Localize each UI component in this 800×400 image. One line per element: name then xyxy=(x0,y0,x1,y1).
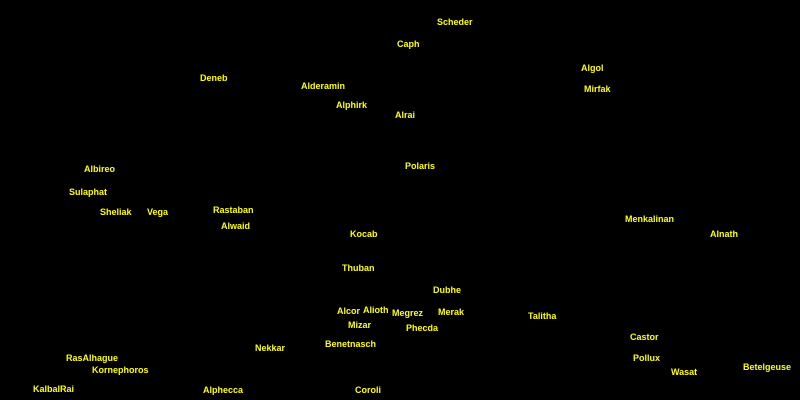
star-label-caph[interactable]: Caph xyxy=(397,39,420,49)
star-label-mizar[interactable]: Mizar xyxy=(348,320,372,330)
star-label-alioth[interactable]: Alioth xyxy=(363,305,389,315)
star-label-deneb[interactable]: Deneb xyxy=(200,73,228,83)
star-label-alcor[interactable]: Alcor xyxy=(337,306,361,316)
star-label-kornephoros[interactable]: Kornephoros xyxy=(92,365,149,375)
star-label-sheliak[interactable]: Sheliak xyxy=(100,207,132,217)
star-label-mirfak[interactable]: Mirfak xyxy=(584,84,611,94)
star-label-albireo[interactable]: Albireo xyxy=(84,164,116,174)
star-label-rastaban[interactable]: Rastaban xyxy=(213,205,254,215)
star-label-betelgeuse[interactable]: Betelgeuse xyxy=(743,362,792,372)
star-label-benetnasch[interactable]: Benetnasch xyxy=(325,339,377,349)
star-label-menkalinan[interactable]: Menkalinan xyxy=(625,214,675,224)
star-label-scheder[interactable]: Scheder xyxy=(437,17,473,27)
star-label-polaris[interactable]: Polaris xyxy=(405,161,436,171)
star-label-nekkar[interactable]: Nekkar xyxy=(255,343,286,353)
star-label-wasat[interactable]: Wasat xyxy=(671,367,698,377)
star-label-kocab[interactable]: Kocab xyxy=(350,229,378,239)
star-label-rasalhague[interactable]: RasAlhague xyxy=(66,353,119,363)
star-label-thuban[interactable]: Thuban xyxy=(342,263,375,273)
star-label-talitha[interactable]: Talitha xyxy=(528,311,557,321)
star-label-alphecca[interactable]: Alphecca xyxy=(203,385,244,395)
star-label-megrez[interactable]: Megrez xyxy=(392,308,424,318)
star-label-merak[interactable]: Merak xyxy=(438,307,465,317)
star-label-alrai[interactable]: Alrai xyxy=(395,110,416,120)
star-label-coroli[interactable]: Coroli xyxy=(355,385,381,395)
star-label-sulaphat[interactable]: Sulaphat xyxy=(69,187,108,197)
star-label-kalbalrai[interactable]: KalbalRai xyxy=(33,384,75,394)
star-label-castor[interactable]: Castor xyxy=(630,332,659,342)
star-label-phecda[interactable]: Phecda xyxy=(406,323,439,333)
star-label-alnath[interactable]: Alnath xyxy=(710,229,738,239)
star-label-alderamin[interactable]: Alderamin xyxy=(301,81,346,91)
star-label-dubhe[interactable]: Dubhe xyxy=(433,285,461,295)
star-label-pollux[interactable]: Pollux xyxy=(633,353,661,363)
star-label-algol[interactable]: Algol xyxy=(581,63,604,73)
star-label-vega[interactable]: Vega xyxy=(147,207,169,217)
star-label-alwaid[interactable]: Alwaid xyxy=(221,221,251,231)
star-label-alphirk[interactable]: Alphirk xyxy=(336,100,368,110)
